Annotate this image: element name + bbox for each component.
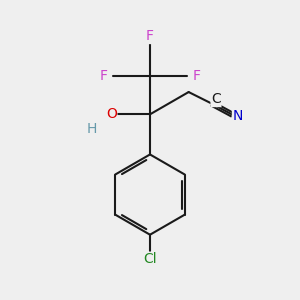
- Text: F: F: [146, 29, 154, 44]
- Text: F: F: [99, 69, 107, 83]
- Text: H: H: [87, 122, 97, 136]
- Text: F: F: [193, 69, 201, 83]
- Text: C: C: [211, 92, 221, 106]
- Text: N: N: [232, 109, 243, 123]
- Text: Cl: Cl: [143, 252, 157, 266]
- Text: O: O: [106, 107, 117, 121]
